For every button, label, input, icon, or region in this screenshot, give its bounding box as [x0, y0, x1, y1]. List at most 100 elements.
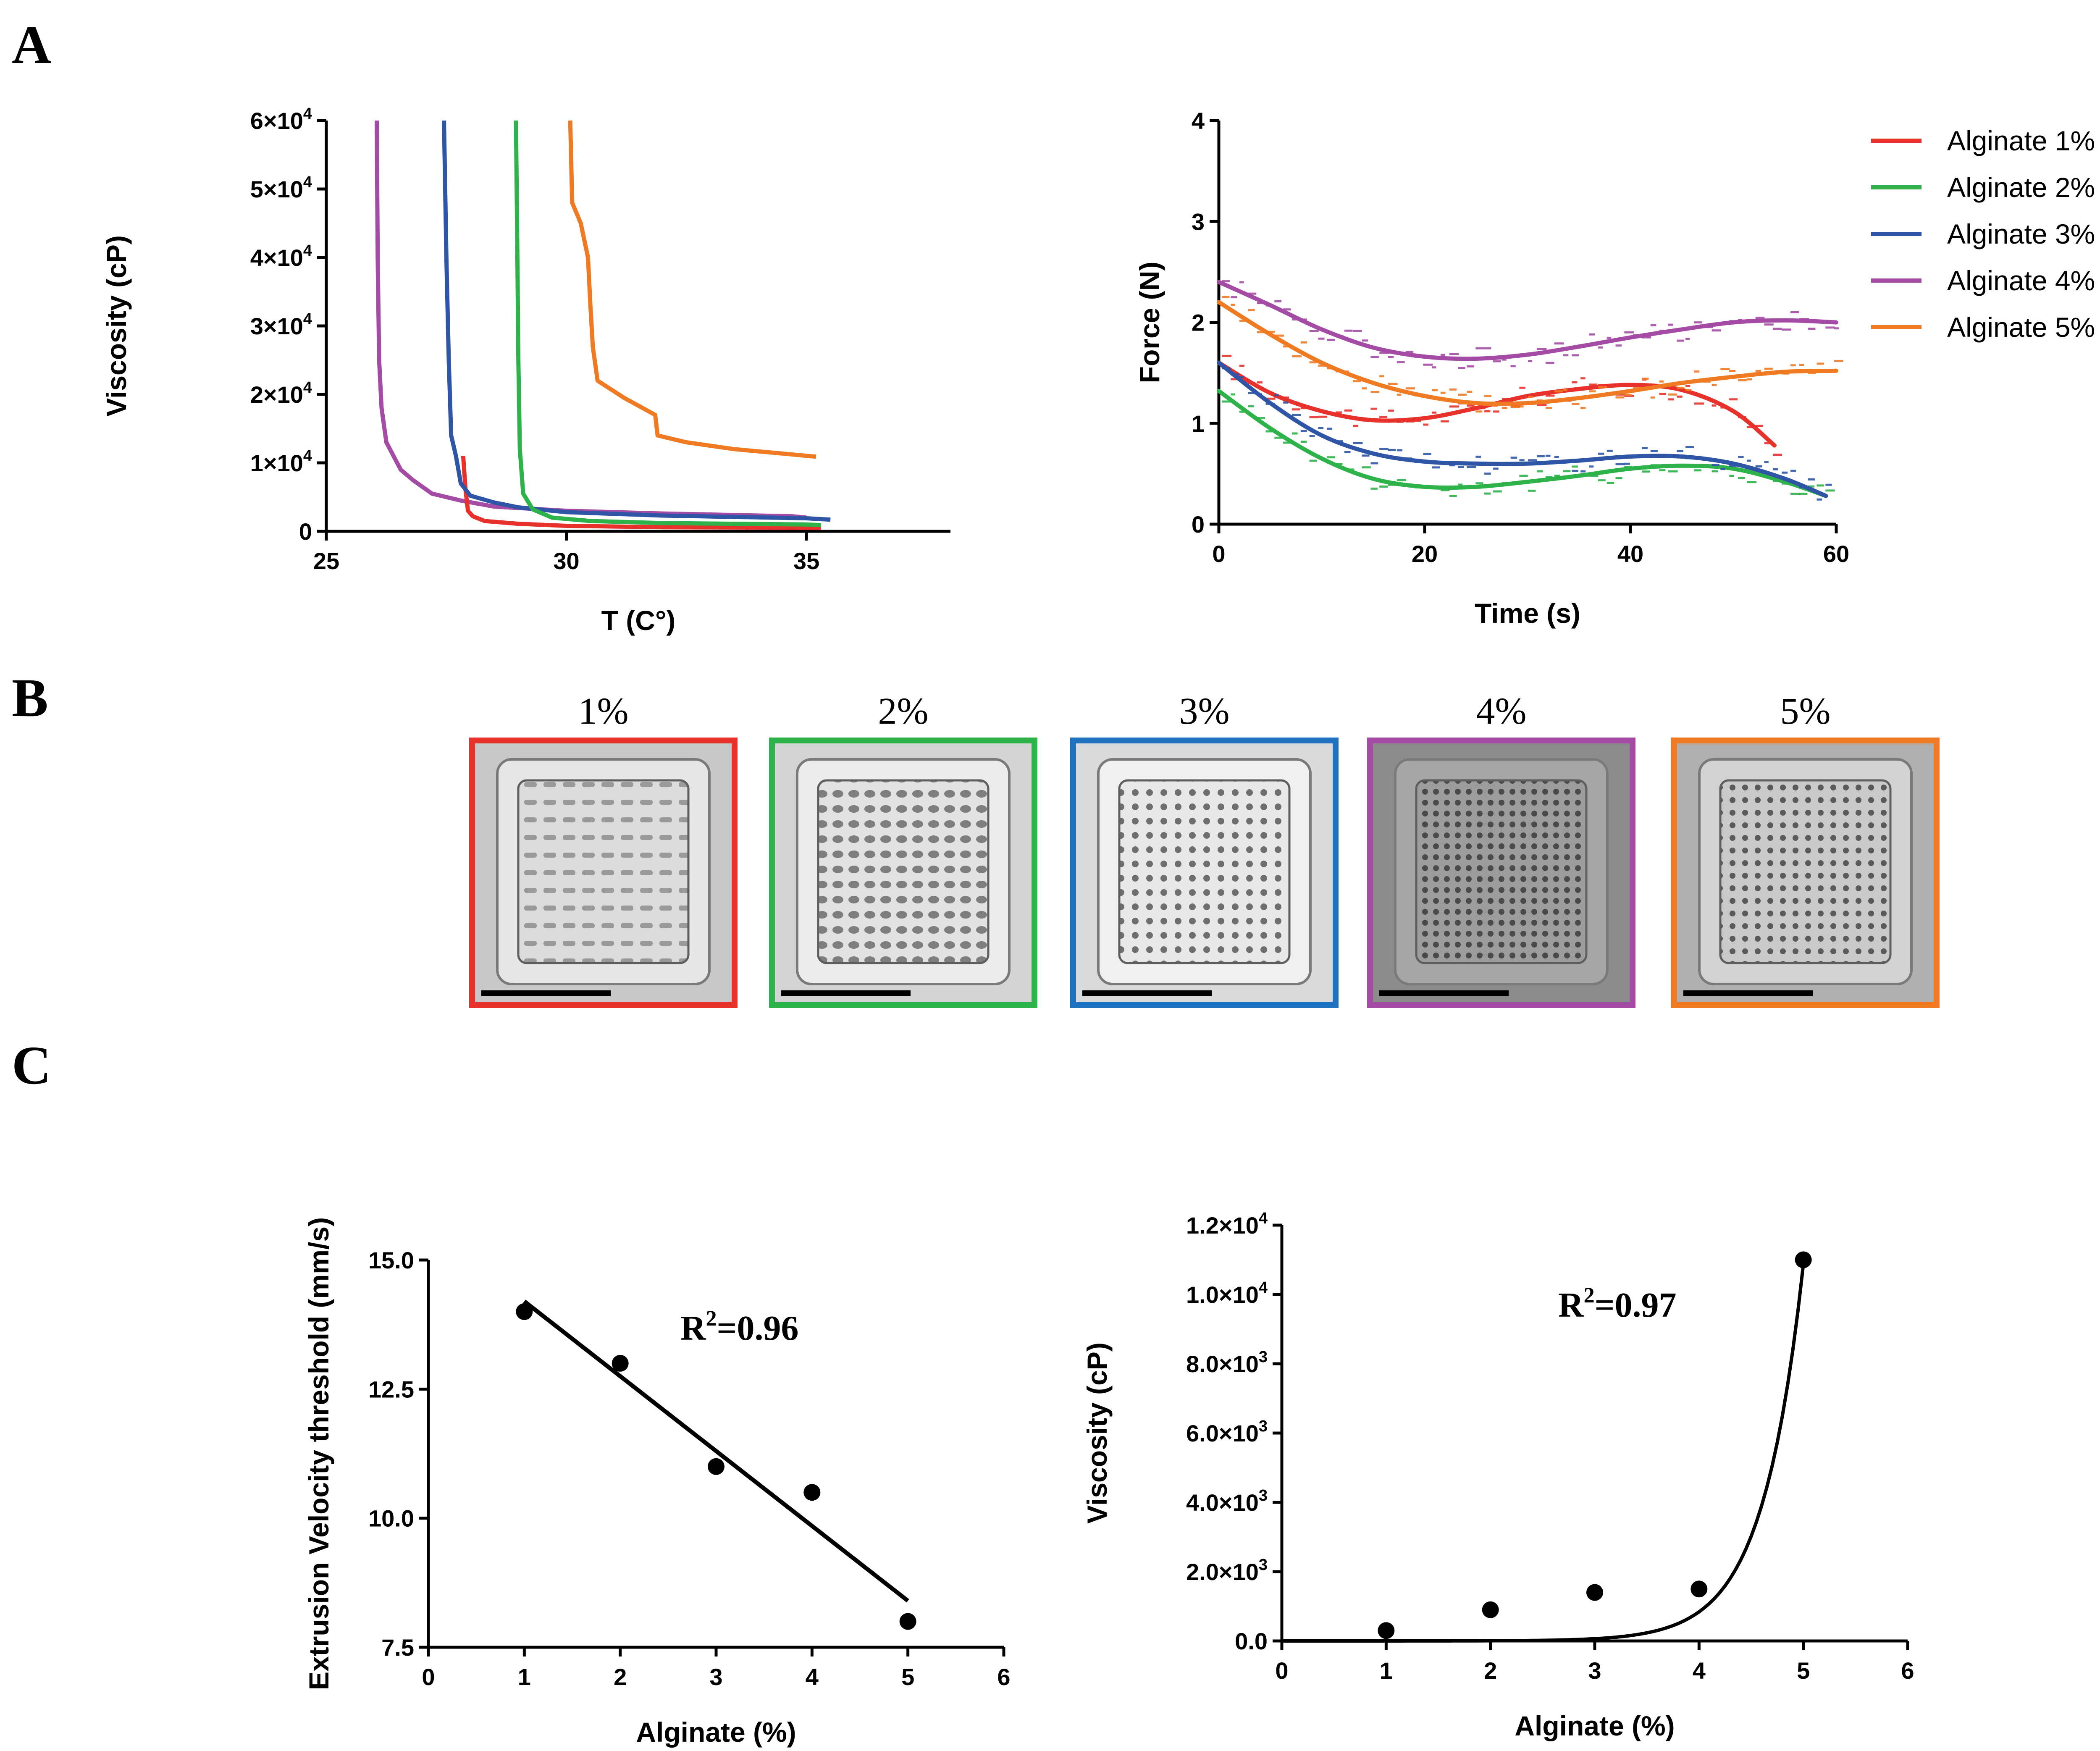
x-tick-label: 40: [1617, 541, 1643, 567]
y-tick-label: 12.5: [368, 1376, 414, 1402]
x-tick-label: 30: [553, 548, 579, 574]
y-axis-title: Extrusion Velocity threshold (mm/s): [303, 1217, 334, 1690]
y-tick-exponent: 4: [303, 447, 312, 465]
x-tick-label: 3: [1588, 1657, 1601, 1684]
y-tick-exponent: 3: [1259, 1487, 1268, 1504]
y-tick-exponent: 4: [303, 379, 312, 396]
y-tick-mantissa: 2×10: [250, 381, 303, 408]
scaffold-grid-4: [1415, 779, 1588, 964]
r-squared-annotation: R2=0.96: [680, 1307, 799, 1348]
data-point-1: [516, 1303, 533, 1320]
x-tick-label: 4: [806, 1664, 819, 1690]
data-point-4: [1690, 1580, 1708, 1598]
x-tick-label: 5: [1797, 1657, 1810, 1684]
r-squared-base: R: [1558, 1286, 1584, 1325]
y-tick-label: 4.0×103: [1186, 1487, 1268, 1516]
x-tick-label: 0: [1275, 1657, 1288, 1684]
data-point-3: [708, 1458, 724, 1475]
data-point-5: [1795, 1251, 1812, 1268]
fit-line-3: [1217, 360, 1828, 498]
y-tick-exponent: 4: [1259, 1279, 1268, 1297]
x-tick-label: 1: [518, 1664, 531, 1690]
y-tick-label: 0: [1192, 511, 1205, 538]
y-tick-label: 0: [299, 518, 312, 545]
y-tick-mantissa: 1×10: [250, 450, 303, 476]
x-tick-label: 6: [997, 1664, 1010, 1690]
x-tick-label: 60: [1823, 541, 1849, 567]
y-tick-label: 0.0: [1235, 1628, 1268, 1654]
y-tick-mantissa: 6.0×10: [1186, 1420, 1259, 1446]
y-tick-exponent: 4: [303, 242, 312, 260]
series-line-5: [568, 120, 816, 459]
tile-frame-4: [1367, 738, 1635, 1008]
tile-frame-3: [1070, 738, 1339, 1008]
y-tick-mantissa: 2.0×10: [1186, 1559, 1259, 1585]
fit-line: [523, 1299, 909, 1603]
legend-label-2: Alginate 2%: [1947, 172, 2095, 203]
y-tick-exponent: 3: [1259, 1348, 1268, 1366]
y-tick-label: 2.0×103: [1186, 1556, 1268, 1585]
legend-label-3: Alginate 3%: [1947, 218, 2095, 249]
x-tick-label: 35: [793, 548, 819, 574]
y-tick-label: 4: [1192, 108, 1205, 134]
scaffold-grid-3: [1118, 779, 1291, 964]
x-tick-label: 5: [901, 1664, 914, 1690]
scaffold-grid-2: [817, 779, 990, 964]
tile-label-1: 1%: [578, 690, 629, 732]
y-tick-exponent: 3: [1259, 1556, 1268, 1574]
x-axis-title: Time (s): [1475, 598, 1580, 629]
x-tick-label: 0: [1212, 541, 1225, 567]
y-axis-title: Viscosity (cP): [1082, 1342, 1113, 1524]
data-point-2: [1482, 1601, 1499, 1618]
y-tick-label: 6×104: [250, 105, 312, 134]
fit-line-5: [1217, 300, 1838, 406]
data-point-5: [899, 1613, 916, 1630]
y-tick-label: 8.0×103: [1186, 1348, 1268, 1377]
tile-label-3: 3%: [1179, 690, 1230, 732]
x-tick-label: 6: [1901, 1657, 1914, 1684]
y-tick-exponent: 4: [303, 173, 312, 191]
y-tick-label: 5×104: [250, 173, 312, 202]
y-tick-mantissa: 6×10: [250, 108, 303, 134]
y-tick-mantissa: 4.0×10: [1186, 1489, 1259, 1516]
x-tick-label: 4: [1693, 1657, 1706, 1684]
panel-label-b: B: [12, 668, 48, 728]
y-tick-exponent: 4: [1259, 1210, 1268, 1227]
y-tick-label: 3: [1192, 208, 1205, 235]
y-axis-title: Force (N): [1134, 262, 1165, 383]
tile-label-2: 2%: [878, 690, 929, 732]
tile-frame-2: [769, 738, 1037, 1008]
data-point-1: [1378, 1622, 1395, 1639]
fit-line-4: [1217, 280, 1838, 361]
x-tick-label: 25: [313, 548, 339, 574]
y-tick-label: 1: [1192, 410, 1205, 437]
legend-label-4: Alginate 4%: [1947, 265, 2095, 296]
x-tick-label: 0: [422, 1664, 435, 1690]
series-line-1: [461, 456, 821, 530]
r-squared-value: =0.97: [1595, 1286, 1677, 1325]
y-tick-mantissa: 0: [299, 518, 312, 545]
r-squared-value: =0.96: [717, 1309, 799, 1348]
y-tick-label: 1×104: [250, 447, 312, 476]
y-tick-mantissa: 8.0×10: [1186, 1351, 1259, 1377]
data-point-2: [612, 1355, 629, 1372]
r-squared-annotation: R2=0.97: [1558, 1284, 1677, 1325]
y-tick-mantissa: 3×10: [250, 313, 303, 339]
y-tick-label: 10.0: [368, 1505, 414, 1532]
r-squared-sup: 2: [1584, 1284, 1595, 1307]
x-tick-label: 20: [1412, 541, 1438, 567]
x-axis-title: Alginate (%): [636, 1717, 796, 1748]
y-tick-label: 1.0×104: [1186, 1279, 1268, 1308]
y-tick-mantissa: 1.0×10: [1186, 1281, 1259, 1308]
tile-label-4: 4%: [1476, 690, 1527, 732]
x-tick-label: 1: [1380, 1657, 1393, 1684]
tile-frame-5: [1671, 738, 1940, 1008]
y-tick-mantissa: 0.0: [1235, 1628, 1268, 1654]
panel-label-c: C: [12, 1035, 51, 1096]
data-point-4: [803, 1484, 821, 1501]
data-point-3: [1586, 1584, 1603, 1601]
y-tick-label: 7.5: [381, 1634, 414, 1661]
fit-line-2: [1217, 389, 1828, 498]
series-line-2: [514, 120, 821, 528]
